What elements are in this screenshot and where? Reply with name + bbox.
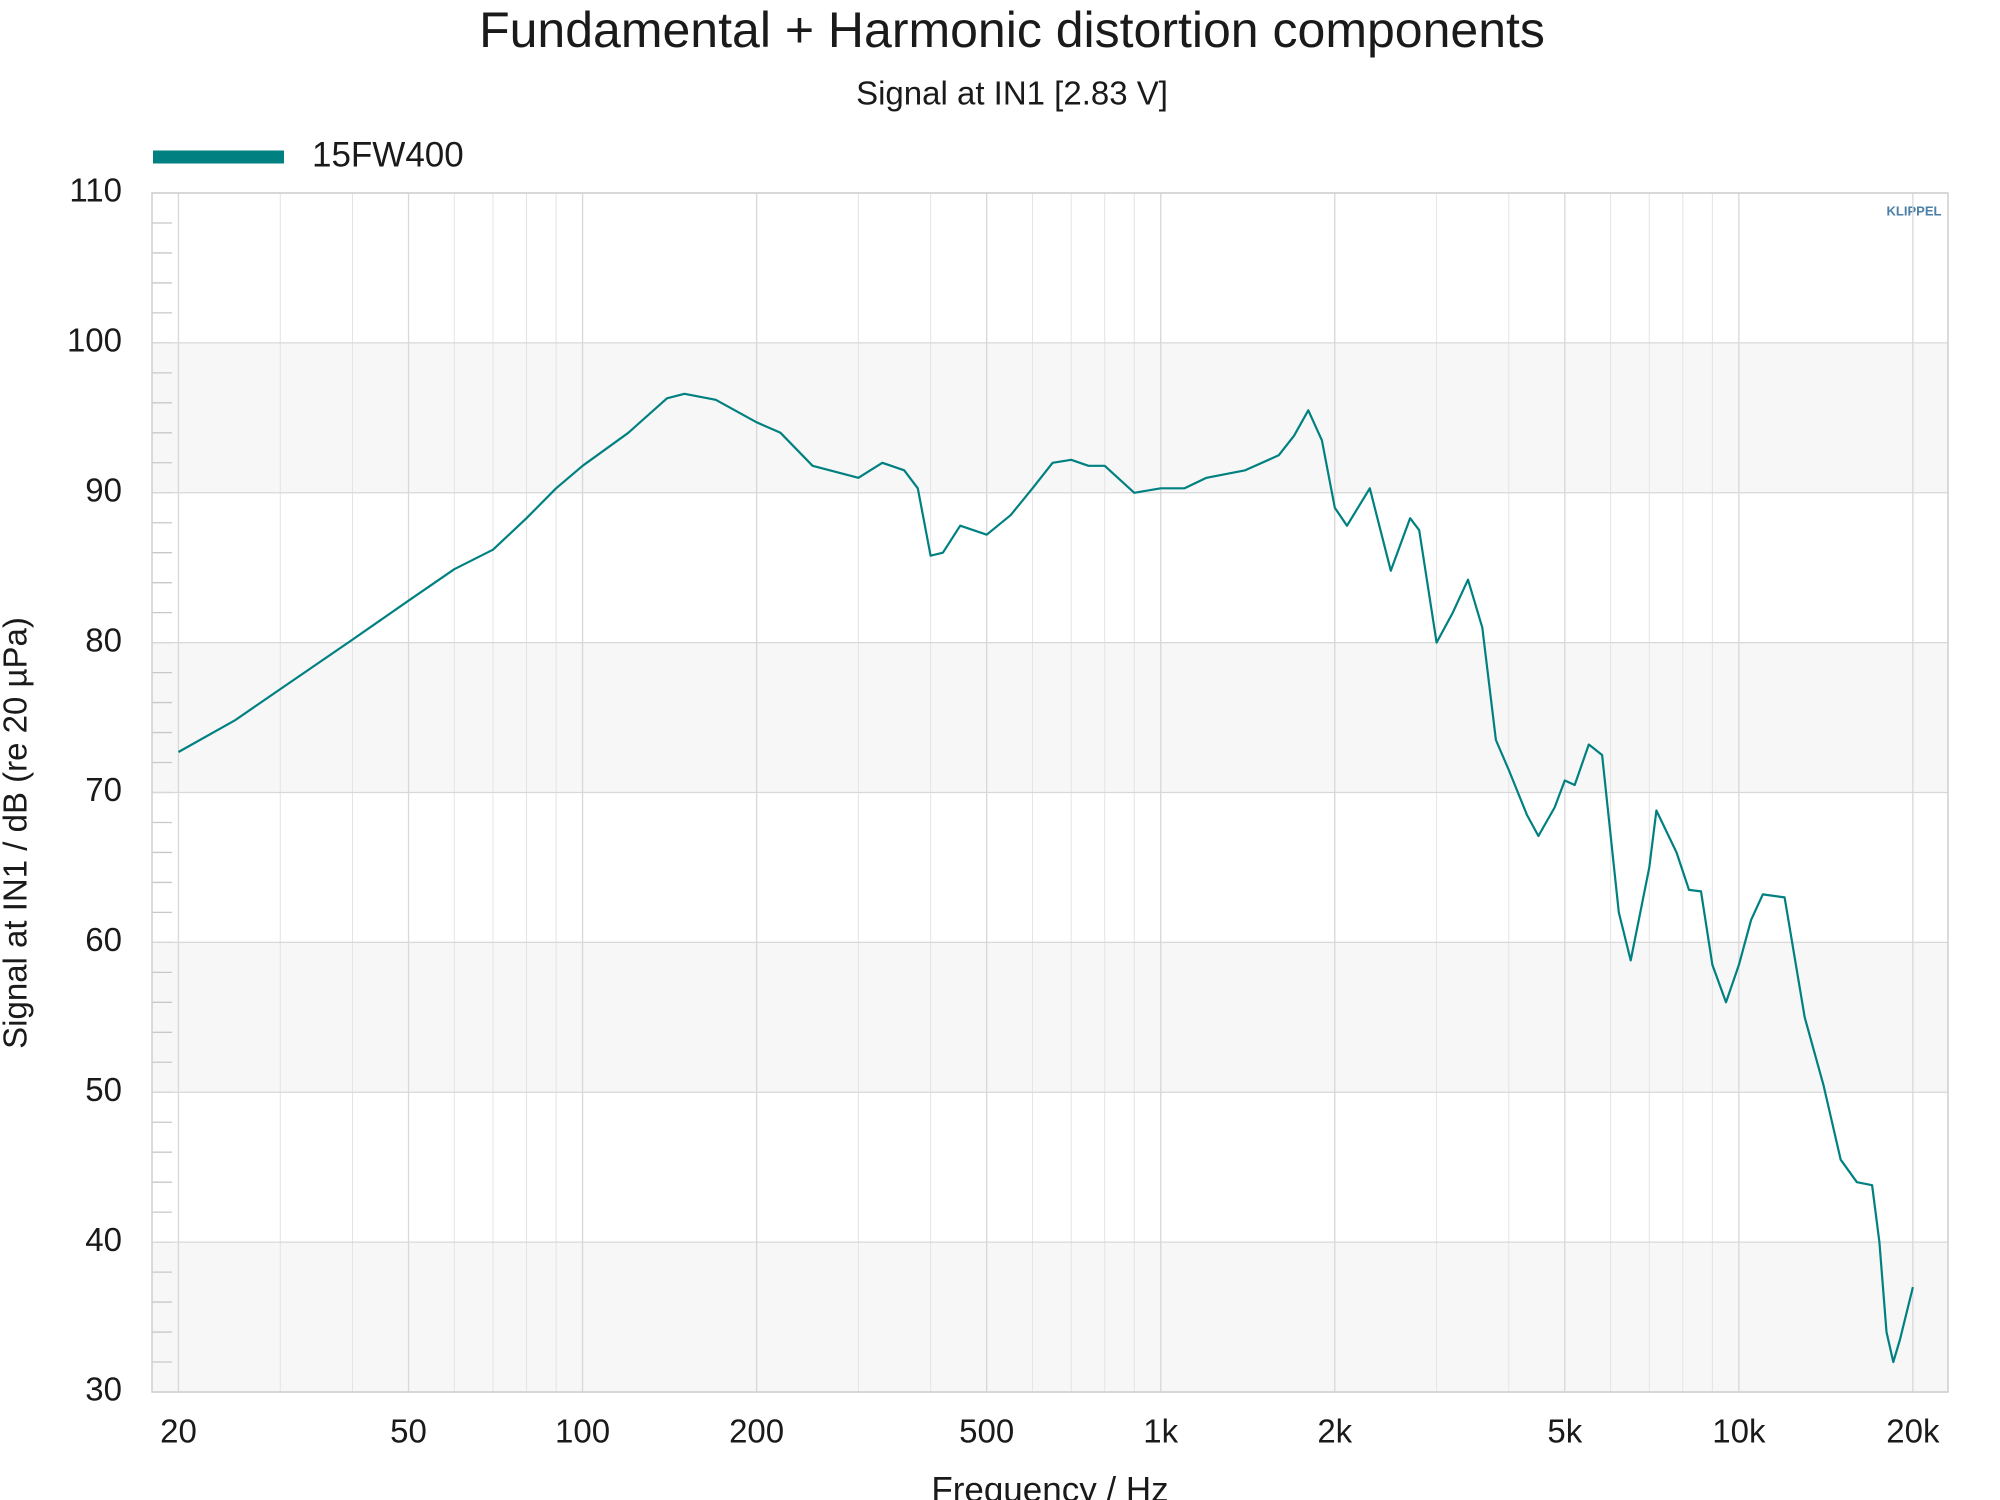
chart-title: Fundamental + Harmonic distortion compon…	[479, 2, 1545, 58]
x-tick-label: 100	[555, 1413, 610, 1450]
x-tick-label: 2k	[1317, 1413, 1352, 1450]
band	[152, 342, 1948, 493]
x-tick-label: 200	[729, 1413, 784, 1450]
chart-subtitle: Signal at IN1 [2.83 V]	[856, 75, 1168, 112]
y-tick-label: 30	[85, 1371, 122, 1408]
logo: KLIPPEL	[1887, 203, 1942, 218]
x-tick-label: 5k	[1547, 1413, 1582, 1450]
x-tick-label: 1k	[1143, 1413, 1178, 1450]
y-tick-label: 50	[85, 1071, 122, 1108]
y-tick-label: 100	[67, 322, 122, 359]
legend-label: 15FW400	[312, 135, 464, 174]
y-tick-label: 70	[85, 771, 122, 808]
y-tick-label: 90	[85, 471, 122, 508]
x-tick-label: 50	[390, 1413, 427, 1450]
series-line	[177, 392, 1914, 1364]
y-tick-label: 60	[85, 921, 122, 958]
x-tick-label: 10k	[1712, 1413, 1766, 1450]
band	[152, 642, 1948, 793]
y-tick-label: 80	[85, 621, 122, 658]
x-tick-label: 500	[959, 1413, 1014, 1450]
y-axis-label: Signal at IN1 / dB (re 20 µPa)	[0, 617, 34, 1049]
y-tick-label: 110	[69, 172, 122, 209]
x-axis-label: Frequency / Hz	[931, 1470, 1168, 1500]
band	[152, 1242, 1948, 1392]
x-tick-label: 20	[160, 1413, 197, 1450]
x-tick-label: 20k	[1886, 1413, 1940, 1450]
plot-frame	[151, 192, 1949, 1393]
band	[152, 942, 1948, 1093]
y-tick-label: 40	[85, 1221, 122, 1258]
